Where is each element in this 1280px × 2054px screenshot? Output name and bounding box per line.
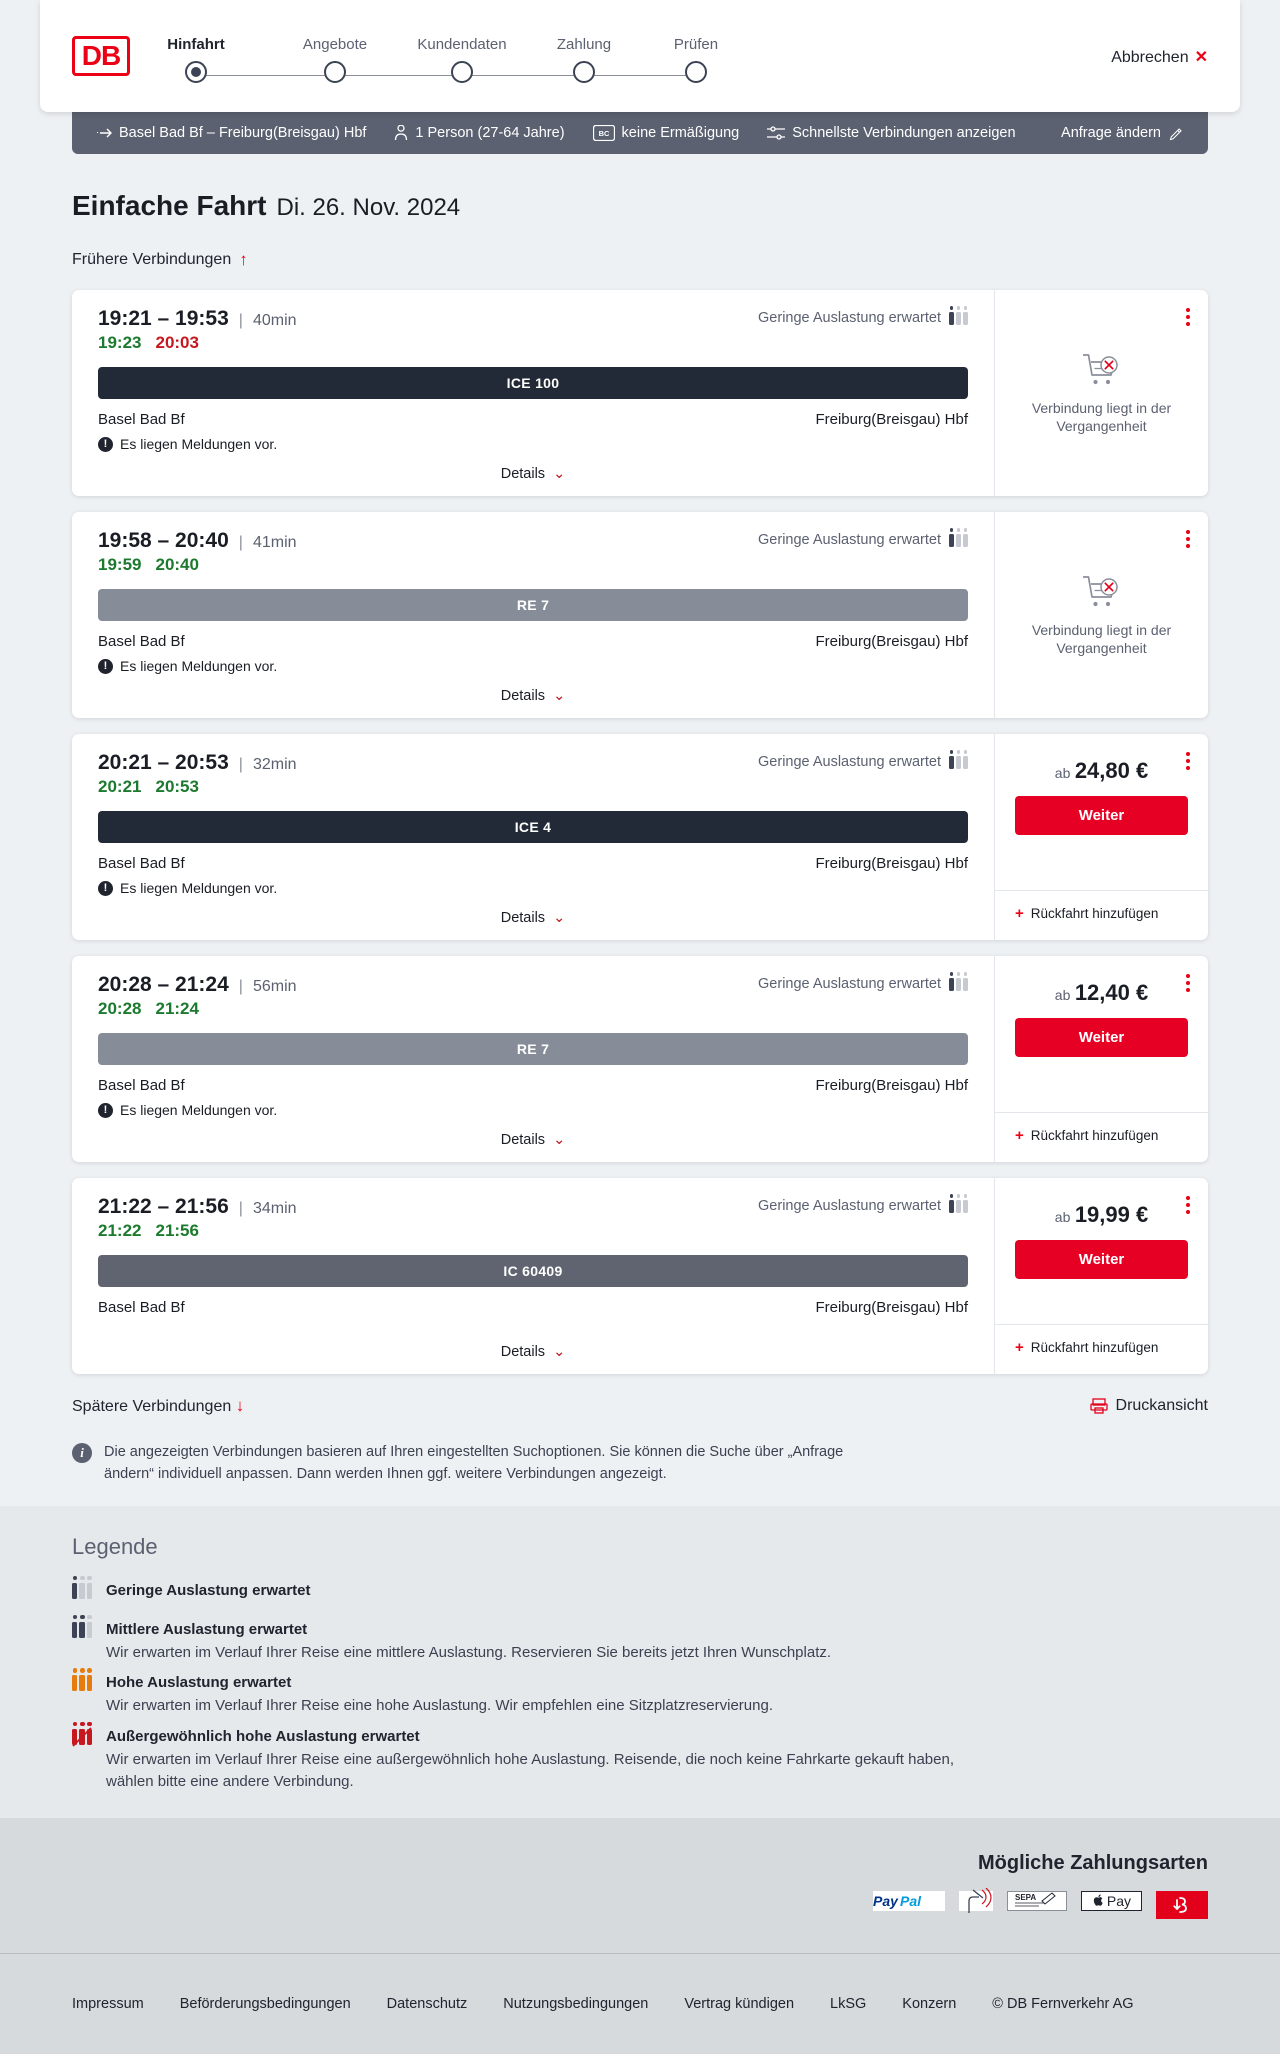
- svg-text:⋅: ⋅: [96, 128, 99, 139]
- svg-text:SEPA: SEPA: [1015, 1893, 1036, 1902]
- svg-text:Pal: Pal: [900, 1893, 922, 1909]
- svg-text:BC: BC: [598, 129, 609, 138]
- svg-text:Pay: Pay: [873, 1893, 899, 1909]
